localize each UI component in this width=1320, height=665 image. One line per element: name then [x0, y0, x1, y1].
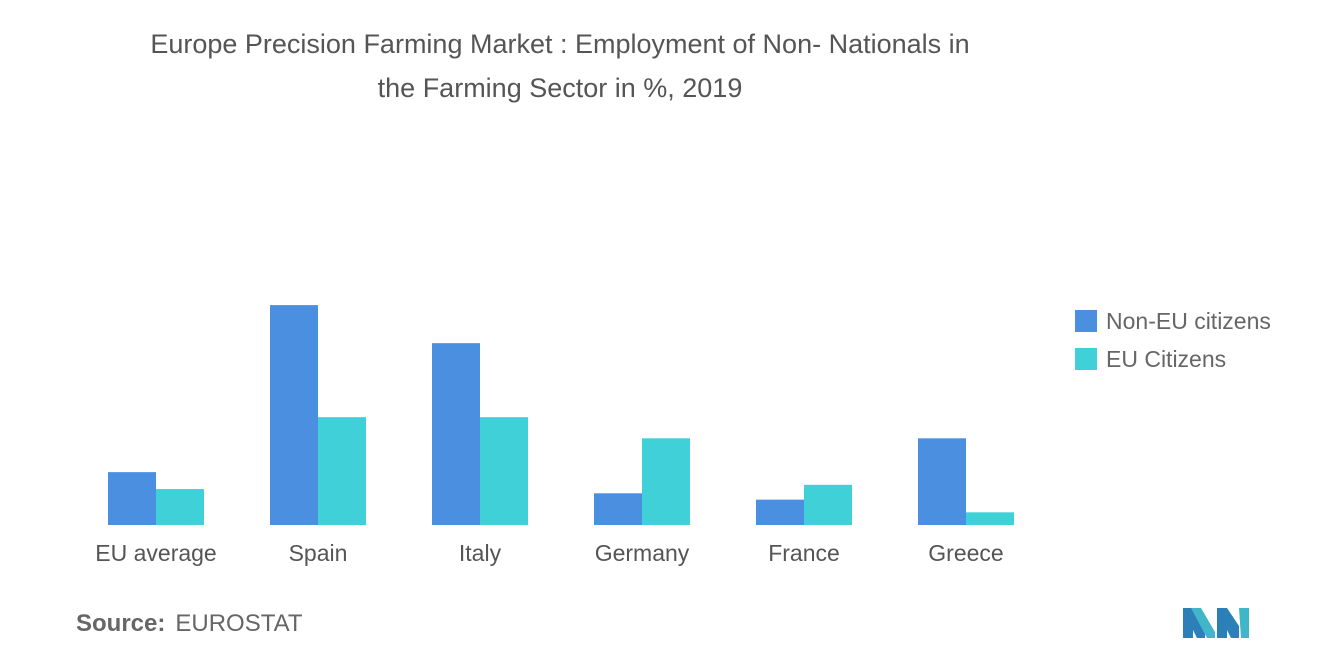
bar-eu-spain — [318, 417, 366, 525]
source-value: EUROSTAT — [175, 610, 303, 637]
bar-non-eu-germany — [594, 493, 642, 525]
bar-non-eu-france — [756, 499, 804, 525]
source-note: Source: EUROSTAT — [76, 610, 302, 638]
x-tick-label: Greece — [928, 540, 1003, 566]
legend-swatch-eu — [1075, 348, 1097, 370]
source-label: Source: — [76, 610, 166, 637]
legend-swatch-non-eu — [1075, 310, 1097, 332]
bar-eu-germany — [642, 438, 690, 525]
bar-non-eu-greece — [918, 438, 966, 525]
chart-title-line2: the Farming Sector in %, 2019 — [377, 73, 743, 103]
x-tick-label: EU average — [95, 540, 216, 566]
chart-title-line1: Europe Precision Farming Market : Employ… — [150, 29, 970, 59]
mordor-intelligence-logo-icon — [1183, 608, 1249, 638]
legend-label-non-eu: Non-EU citizens — [1106, 307, 1271, 334]
bar-non-eu-spain — [270, 305, 318, 525]
legend-item-eu: EU Citizens — [1075, 340, 1271, 378]
bar-eu-italy — [480, 417, 528, 525]
bar-eu-greece — [966, 512, 1014, 525]
bar-eu-france — [804, 484, 852, 525]
x-tick-label: France — [768, 540, 840, 566]
bar-non-eu-italy — [432, 343, 480, 525]
chart-title: Europe Precision Farming Market : Employ… — [60, 22, 1060, 110]
legend-label-eu: EU Citizens — [1106, 345, 1227, 372]
x-tick-label: Germany — [595, 540, 690, 566]
bar-eu-eu-average — [156, 489, 204, 525]
x-tick-label: Italy — [459, 540, 502, 566]
bar-chart: EU average Spain Italy Germany France Greece — [95, 305, 1014, 566]
bar-non-eu-eu-average — [108, 472, 156, 525]
chart-legend: Non-EU citizens EU Citizens — [1075, 302, 1271, 378]
legend-item-non-eu: Non-EU citizens — [1075, 302, 1271, 340]
x-tick-label: Spain — [289, 540, 348, 566]
